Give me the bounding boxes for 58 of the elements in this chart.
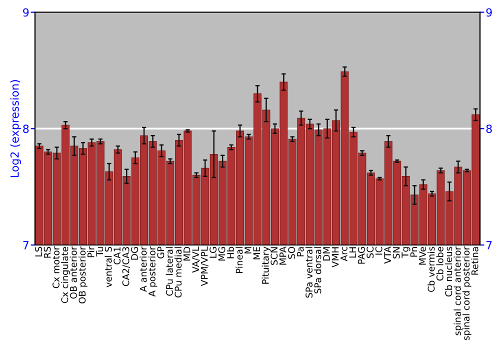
x-tick-label: GP (157, 246, 164, 259)
x-tick-label: spinal cord anterior (454, 246, 463, 336)
x-tick-label: CA2/CA3 (122, 247, 130, 286)
x-tick-label: RS (44, 246, 51, 258)
x-tick-label: SN (392, 247, 400, 258)
x-tick-label: SPa dorsal (314, 247, 322, 294)
y-axis-title: Log2 (expression) (10, 80, 21, 178)
x-tick-label: Cb nucleus (445, 246, 452, 296)
x-tick-label: LG (210, 247, 217, 258)
x-tick-label: CPu medial (174, 247, 182, 298)
x-tick-label: Retina (471, 247, 478, 275)
y2-tick-label: 8 (486, 124, 492, 134)
y-tick-label: 9 (23, 8, 29, 17)
x-tick-label: CA1 (114, 247, 121, 264)
y-tick-label: 7 (23, 241, 28, 250)
x-tick-label: DG (131, 247, 138, 260)
x-tick-label: ME (253, 246, 260, 260)
x-tick-label: Cb lobe (436, 246, 444, 281)
x-tick-label: LS (35, 246, 42, 256)
x-tick-label: VTA (384, 246, 391, 264)
x-tick-label: MD (184, 246, 190, 260)
x-tick-label: Cx motor (52, 246, 60, 288)
x-tick-label: LH (349, 247, 356, 258)
x-tick-label: Pir (87, 246, 94, 258)
x-tick-label: Tg (402, 247, 410, 258)
x-tick-label: SC (366, 246, 374, 258)
x-tick-label: M (244, 247, 252, 254)
x-tick-label: VMH (332, 247, 339, 268)
x-tick-label: Pituitary (262, 246, 271, 284)
x-tick-label: MG (218, 247, 226, 260)
x-tick-label: Pn (410, 247, 418, 257)
x-tick-label: SCN (270, 247, 278, 265)
x-tick-label: Cx cingulate (61, 246, 70, 304)
x-tick-label: Arc (340, 246, 348, 262)
x-tick-label: MVe (419, 246, 426, 265)
x-tick-label: Pineal (236, 247, 243, 273)
x-tick-label: Pa (296, 247, 304, 256)
y2-tick-label: 7 (486, 241, 492, 250)
x-tick-label: MPA (280, 246, 286, 265)
x-tick-label: VPM/VPL (200, 246, 209, 286)
x-tick-label: A anterior (140, 246, 147, 292)
x-tick-label: PAG (358, 247, 365, 264)
x-tick-label: IC (375, 246, 382, 255)
x-tick-label: SPa ventral (305, 247, 313, 298)
x-tick-label: ventral S (104, 246, 112, 288)
x-tick-label: CPu lateral (166, 247, 173, 296)
x-tick-label: DM (323, 247, 330, 260)
y2-tick-label: 9 (486, 8, 492, 17)
x-tick-label: OB anterior (70, 246, 77, 299)
x-tick-label: Hb (226, 246, 234, 258)
x-tick-label: spinal cord posterior (462, 246, 472, 340)
y-tick-label: 8 (23, 124, 29, 134)
x-tick-label: Cb vermis (428, 246, 435, 292)
x-tick-label: OB posterior (78, 246, 88, 304)
x-tick-label: Tu (96, 247, 104, 256)
x-tick-label: SO (288, 246, 296, 259)
x-tick-label: VA/VL (192, 246, 200, 273)
x-tick-label: A posterior (148, 246, 158, 297)
